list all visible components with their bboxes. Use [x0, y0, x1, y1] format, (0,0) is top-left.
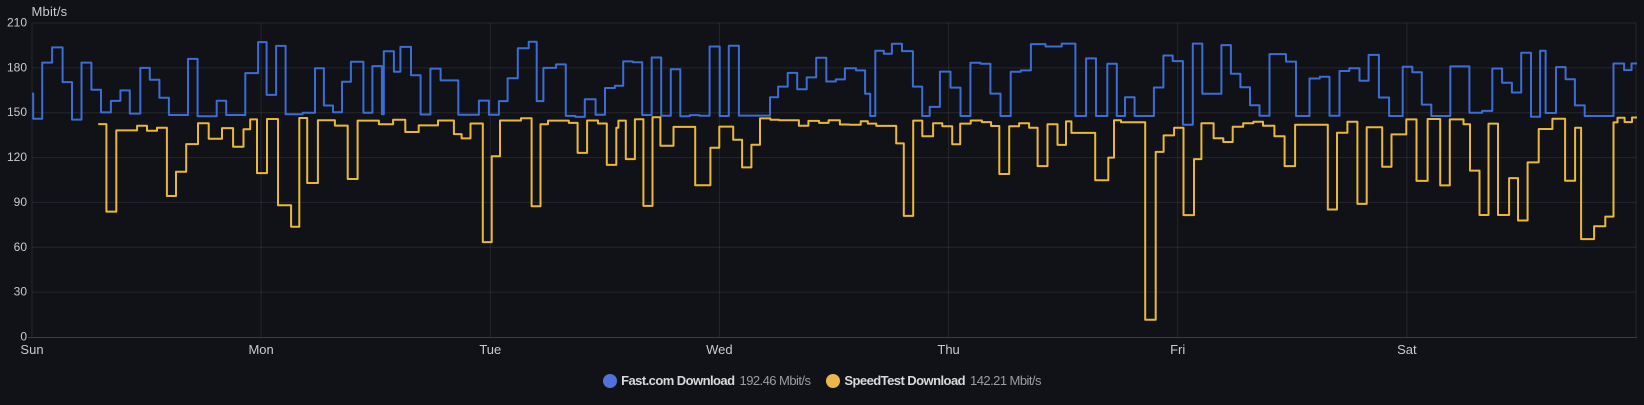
- svg-text:Sun: Sun: [20, 342, 43, 357]
- svg-text:0: 0: [20, 330, 27, 344]
- svg-text:90: 90: [14, 195, 28, 209]
- svg-text:Mon: Mon: [248, 342, 273, 357]
- svg-text:60: 60: [14, 240, 28, 254]
- svg-text:Tue: Tue: [479, 342, 501, 357]
- svg-text:Sat: Sat: [1397, 342, 1417, 357]
- svg-text:150: 150: [7, 105, 27, 119]
- svg-text:Wed: Wed: [706, 342, 733, 357]
- svg-text:120: 120: [7, 150, 27, 164]
- svg-text:Fri: Fri: [1170, 342, 1185, 357]
- svg-text:210: 210: [7, 16, 27, 30]
- svg-text:Mbit/s: Mbit/s: [32, 4, 68, 19]
- svg-text:30: 30: [14, 285, 28, 299]
- svg-text:180: 180: [7, 60, 27, 74]
- svg-text:Thu: Thu: [937, 342, 959, 357]
